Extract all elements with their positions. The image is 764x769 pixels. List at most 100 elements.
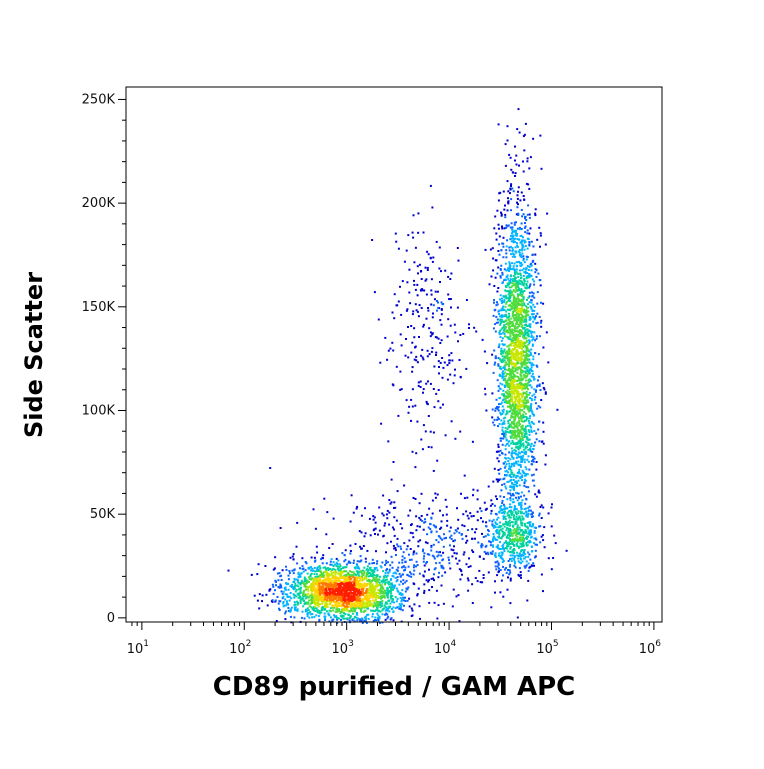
event-dot <box>306 580 309 583</box>
event-dot <box>356 619 359 622</box>
event-dot <box>504 314 507 317</box>
event-dot <box>497 406 500 409</box>
event-dot <box>537 353 540 356</box>
event-dot <box>492 533 495 535</box>
event-dot <box>512 349 515 352</box>
event-dot <box>504 433 507 436</box>
event-dot <box>292 588 295 591</box>
event-dot <box>360 514 363 517</box>
event-dot <box>526 365 529 368</box>
event-dot <box>332 565 335 567</box>
event-dot <box>297 602 300 605</box>
event-dot <box>502 350 505 353</box>
event-dot <box>437 400 440 403</box>
event-dot <box>508 465 511 468</box>
event-dot <box>507 200 510 203</box>
event-dot <box>490 606 493 609</box>
event-dot <box>402 565 405 568</box>
event-dot <box>513 517 516 520</box>
event-dot <box>503 393 506 396</box>
event-dot <box>305 608 307 611</box>
event-dot <box>312 586 315 589</box>
event-dot <box>437 576 440 579</box>
event-dot <box>538 385 541 387</box>
event-dot <box>527 569 530 572</box>
event-dot <box>523 280 526 283</box>
event-dot <box>496 457 499 460</box>
event-dot <box>509 475 512 478</box>
event-dot <box>503 343 506 346</box>
event-dot <box>355 580 358 583</box>
event-dot <box>514 145 516 148</box>
event-dot <box>520 562 522 565</box>
event-dot <box>403 260 406 263</box>
event-dot <box>429 528 432 530</box>
event-dot <box>512 498 515 501</box>
event-dot <box>508 444 511 447</box>
event-dot <box>510 349 513 352</box>
event-dot <box>517 376 520 378</box>
event-dot <box>306 602 309 605</box>
event-dot <box>507 299 510 302</box>
event-dot <box>452 382 455 385</box>
event-dot <box>481 532 483 535</box>
event-dot <box>505 522 508 525</box>
event-dot <box>509 466 512 469</box>
event-dot <box>368 562 371 565</box>
event-dot <box>534 262 537 265</box>
event-dot <box>314 603 317 606</box>
event-dot <box>498 253 501 256</box>
event-dot <box>511 426 513 429</box>
event-dot <box>510 382 513 385</box>
event-dot <box>517 510 520 513</box>
event-dot <box>508 344 511 347</box>
event-dot <box>397 545 400 548</box>
event-dot <box>497 223 500 226</box>
event-dot <box>393 317 396 320</box>
event-dot <box>506 402 509 404</box>
event-dot <box>310 578 313 581</box>
event-dot <box>517 108 520 111</box>
event-dot <box>508 516 511 518</box>
event-dot <box>514 368 517 371</box>
event-dot <box>505 226 508 229</box>
event-dot <box>433 601 436 604</box>
event-dot <box>483 350 486 353</box>
event-dot <box>360 531 363 534</box>
event-dot <box>382 534 385 537</box>
event-dot <box>465 535 468 538</box>
event-dot <box>449 373 452 376</box>
event-dot <box>520 501 523 504</box>
event-dot <box>363 584 366 587</box>
event-dot <box>522 370 525 373</box>
event-dot <box>411 231 414 234</box>
event-dot <box>291 583 294 586</box>
event-dot <box>384 609 387 612</box>
event-dot <box>322 579 325 582</box>
event-dot <box>522 415 525 418</box>
event-dot <box>518 452 521 455</box>
event-dot <box>511 541 514 544</box>
event-dot <box>514 405 517 407</box>
event-dot <box>485 521 488 524</box>
event-dot <box>528 541 531 544</box>
event-dot <box>523 366 526 369</box>
event-dot <box>304 610 307 613</box>
event-dot <box>533 283 536 286</box>
event-dot <box>527 532 530 535</box>
event-dot <box>529 565 532 568</box>
event-dot <box>359 578 362 581</box>
event-dot <box>323 615 326 618</box>
event-dot <box>500 489 503 492</box>
event-dot <box>401 609 404 612</box>
event-dot <box>518 531 521 534</box>
event-dot <box>514 406 517 409</box>
event-dot <box>521 345 524 348</box>
event-dot <box>433 573 435 576</box>
event-dot <box>446 378 449 381</box>
event-dot <box>512 515 515 518</box>
event-dot <box>498 331 501 334</box>
event-dot <box>518 302 521 305</box>
event-dot <box>324 617 326 620</box>
event-dot <box>510 234 512 237</box>
